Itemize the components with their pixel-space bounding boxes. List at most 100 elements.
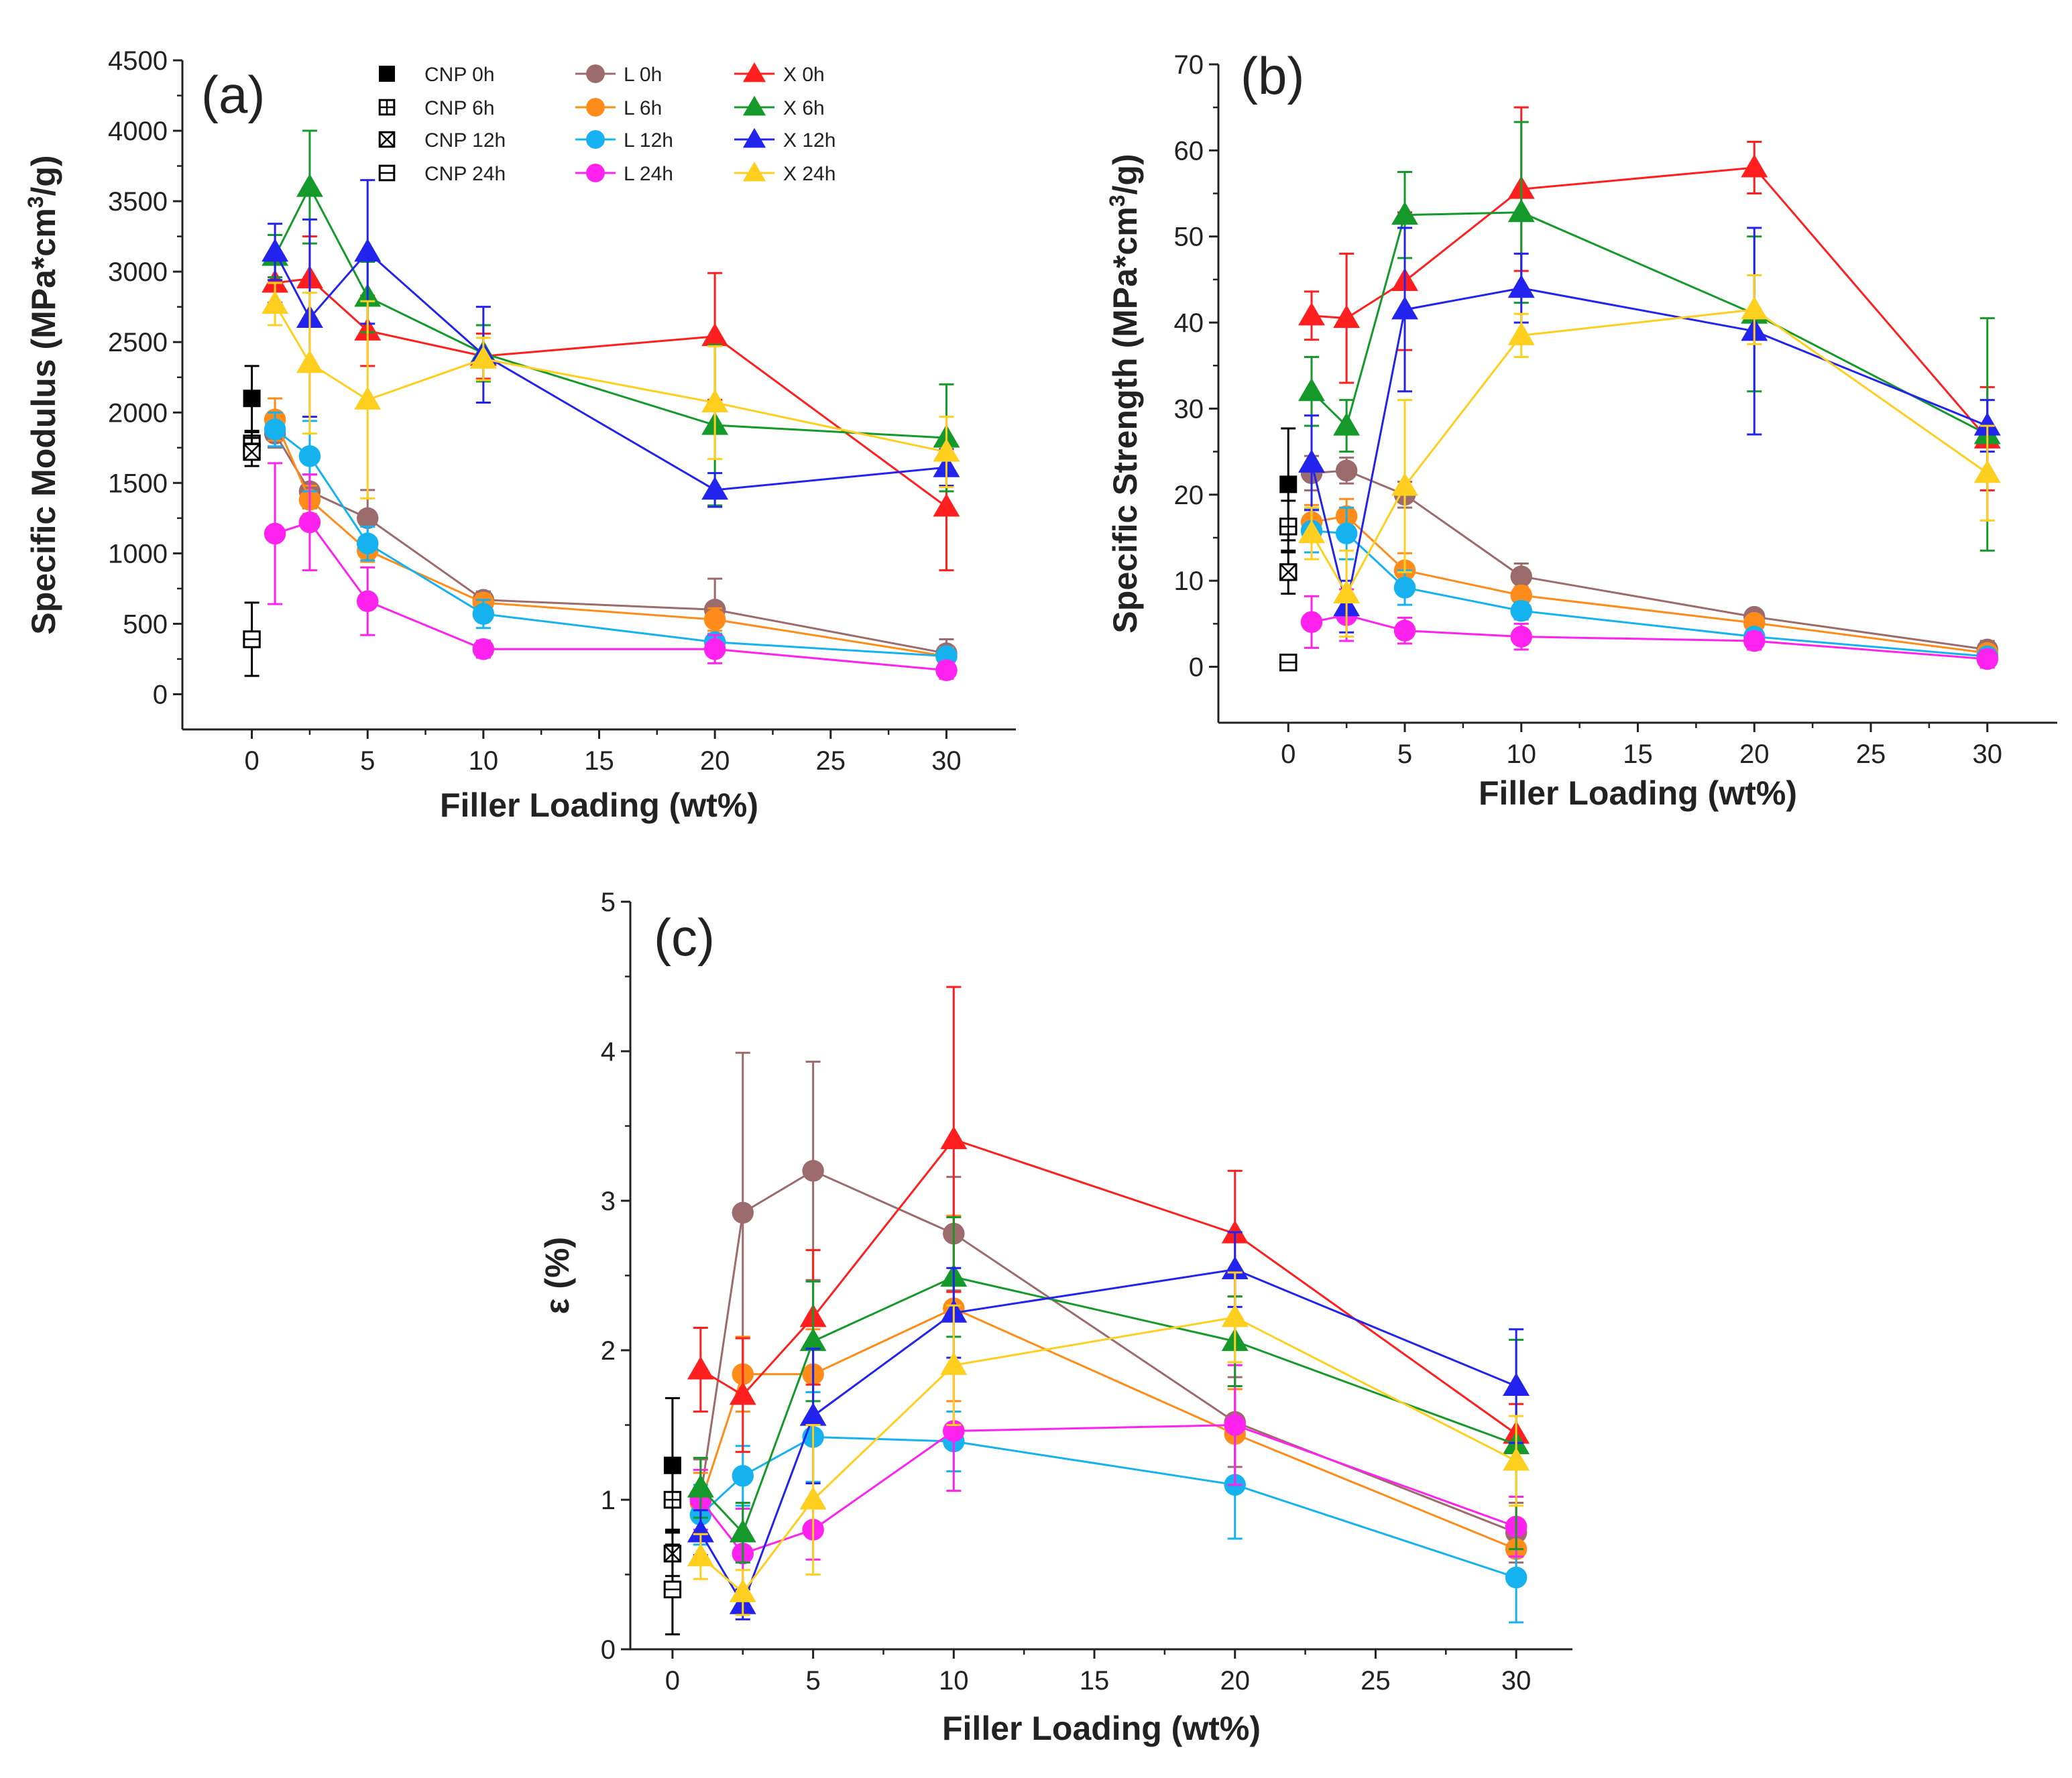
panel-a-y-tick-label: 1500 <box>108 469 168 498</box>
panel-b-x-0h-point <box>1298 302 1325 326</box>
panel-b-l-12h-point <box>1510 599 1532 622</box>
panel-b-x-6h-point <box>1507 198 1535 223</box>
panel-b-x-12h-point <box>1298 449 1325 473</box>
legend-label: X 24h <box>783 163 836 185</box>
panel-a-x-6h-series <box>262 129 960 507</box>
legend-marker <box>742 127 766 148</box>
panel-b-l-24h-point <box>1393 619 1416 642</box>
panel-a-y-tick-label: 3500 <box>108 187 168 217</box>
panel-a-x-12h-point <box>262 238 289 262</box>
legend-label: L 0h <box>624 64 662 86</box>
panel-a-x-tick-label: 10 <box>469 746 499 776</box>
legend-entry-x-12h: X 12h <box>734 127 836 152</box>
panel-a-x-0h-point <box>701 322 729 347</box>
panel-b-y-tick-label: 50 <box>1174 223 1204 252</box>
panel-c-y-tick-label: 1 <box>601 1486 616 1515</box>
panel-c-x-0h-point <box>940 1126 968 1150</box>
panel-b-y-tick-label: 30 <box>1174 394 1204 424</box>
panel-a-x-24h-point <box>354 386 382 410</box>
panel-c-x-12h-point <box>687 1519 714 1543</box>
legend-marker <box>378 99 396 116</box>
legend-marker <box>378 131 396 148</box>
panel-c-label: (c) <box>654 908 715 967</box>
panel-a: 0 500 1000 1500 2000 2500 3000 3500 4000 4500 0 5 10… <box>23 46 1016 824</box>
panel-b-x-0h-point <box>1333 304 1361 329</box>
panel-a-x-24h-point <box>296 349 323 373</box>
legend-label: CNP 6h <box>424 97 495 119</box>
panel-c-x-6h-point <box>687 1474 714 1498</box>
panel-b-y-axis-title: Specific Strength (MPa*cm3/g) <box>1105 154 1144 633</box>
panel-a-l-24h-point <box>703 638 726 660</box>
legend: CNP 0h CNP 6h CNP 12h CNP 24h L 0h L 6h L 12h L… <box>378 62 836 185</box>
panel-c-x-24h-point <box>799 1486 827 1510</box>
panel-a-x-tick-label: 0 <box>244 746 259 776</box>
panel-b-x-24h-point <box>1973 459 2001 483</box>
panel-b-x-24h-point <box>1298 520 1325 544</box>
panel-c-data <box>663 986 1530 1636</box>
panel-c-l-0h-point <box>732 1201 754 1224</box>
legend-label: L 6h <box>624 97 662 119</box>
panel-b-y-tick-label: 60 <box>1174 136 1204 166</box>
panel-a-l-0h-point <box>356 507 379 530</box>
panel-a-x-tick-label: 5 <box>360 746 375 776</box>
panel-c-l-12h-point <box>732 1465 754 1487</box>
panel-c-cnp-24h-point <box>663 1580 682 1599</box>
panel-a-x-12h-series <box>262 179 960 508</box>
panel-a-l-0h-line <box>274 433 947 655</box>
panel-a-l-24h-series <box>264 462 958 681</box>
panel-c-y-tick-label: 0 <box>601 1635 616 1665</box>
panel-c-x-6h-point <box>799 1327 827 1352</box>
panel-c-cnp-6h-point <box>663 1490 682 1509</box>
legend-marker <box>742 161 766 182</box>
panel-c-y-tick-label: 4 <box>601 1037 616 1067</box>
legend-label: CNP 0h <box>424 64 495 86</box>
panel-a-label: (a) <box>201 65 265 124</box>
panel-b-x-0h-point <box>1741 154 1768 178</box>
panel-c-l-0h-line <box>699 1169 1517 1534</box>
legend-marker <box>586 130 605 149</box>
panel-a-cnp-12h-point <box>243 442 261 461</box>
panel-c-x-24h-point <box>1503 1447 1530 1471</box>
panel-a-cnp-24h-point <box>243 630 261 648</box>
panel-c-x-6h-line <box>699 1276 1517 1535</box>
panel-c-x-0h-point <box>687 1356 714 1380</box>
panel-a-l-12h-point <box>264 418 286 440</box>
panel-c-x-24h-line <box>699 1316 1517 1594</box>
panel-b-y-tick-label: 10 <box>1174 567 1204 596</box>
panel-a-y-tick-label: 500 <box>123 609 168 639</box>
panel-c-y-tick-label: 3 <box>601 1187 616 1216</box>
panel-a-x-6h-point <box>296 174 323 197</box>
panel-a-x-24h-point <box>701 389 729 413</box>
panel-b-x-tick-label: 15 <box>1623 739 1653 769</box>
panel-c-x-24h-point <box>940 1352 968 1375</box>
panel-c-x-6h-point <box>729 1519 756 1543</box>
panel-a-l-12h-point <box>356 532 379 554</box>
panel-c-x-24h-point <box>687 1543 714 1567</box>
panel-a-y-tick-label: 2000 <box>108 398 168 428</box>
panel-a-x-12h-line <box>274 250 947 491</box>
panel-a-x-24h-point <box>469 345 497 369</box>
panel-a-x-6h-line <box>274 184 947 439</box>
legend-entry-cnp-6h: CNP 6h <box>378 97 495 119</box>
panel-a-x-tick-label: 25 <box>816 746 846 776</box>
panel-a-x-24h-point <box>262 290 289 314</box>
panel-a-x-24h-point <box>933 438 960 462</box>
panel-b-l-12h-point <box>1393 577 1416 599</box>
panel-b-cnp-12h-point <box>1279 563 1298 581</box>
panel-a-y-tick-label: 4500 <box>108 46 168 76</box>
legend-entry-l-6h: L 6h <box>575 97 662 119</box>
panel-b-x-tick-label: 10 <box>1507 739 1537 769</box>
panel-a-y-tick-label: 4000 <box>108 117 168 146</box>
panel-b-x-6h-point <box>1391 201 1418 225</box>
legend-marker <box>378 164 396 182</box>
panel-b-x-tick-label: 30 <box>1973 739 2003 769</box>
panel-b-cnp-0h-point <box>1279 475 1298 493</box>
panel-b-y-tick-label: 20 <box>1174 481 1204 510</box>
legend-entry-l-24h: L 24h <box>575 163 673 185</box>
panel-c-x-tick-label: 10 <box>939 1666 969 1696</box>
panel-b-l-24h-point <box>1976 648 1998 670</box>
panel-a-l-12h-point <box>298 445 321 467</box>
panel-c-y-tick-label: 2 <box>601 1336 616 1366</box>
panel-b-l-24h-point <box>1510 626 1532 648</box>
panel-c-x-tick-label: 5 <box>805 1666 820 1696</box>
